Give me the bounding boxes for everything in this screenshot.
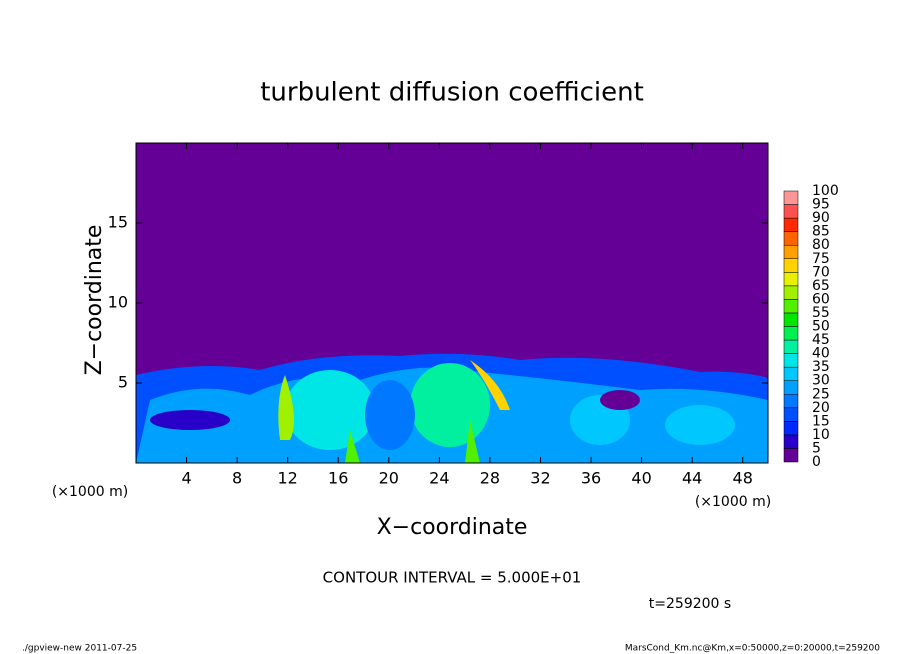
colorbar-label: 60 <box>812 291 830 307</box>
y-tick-label: 5 <box>118 373 128 392</box>
colorbar-label: 40 <box>812 346 830 362</box>
colorbar-label: 35 <box>812 359 830 375</box>
colorbar-label: 95 <box>812 197 830 213</box>
colorbar-band <box>783 448 799 463</box>
colorbar-label: 5 <box>812 440 821 456</box>
x-tick-label: 8 <box>232 469 242 488</box>
x-tick-label: 12 <box>278 469 298 488</box>
colorbar-band <box>783 285 799 300</box>
colorbar-band <box>783 312 799 327</box>
colorbar-label: 15 <box>812 413 830 429</box>
colorbar-band <box>783 339 799 354</box>
colorbar-label: 80 <box>812 237 830 253</box>
colorbar-band <box>783 299 799 314</box>
x-tick-label: 36 <box>581 469 601 488</box>
colorbar-band <box>783 394 799 409</box>
colorbar-label: 45 <box>812 332 830 348</box>
x-tick-label: 28 <box>480 469 500 488</box>
colorbar-label: 55 <box>812 305 830 321</box>
colorbar-band <box>783 380 799 395</box>
colorbar-label: 65 <box>812 278 830 294</box>
colorbar-band <box>783 326 799 341</box>
colorbar-label: 10 <box>812 427 830 443</box>
x-tick-label: 40 <box>631 469 651 488</box>
colorbar-band <box>783 258 799 273</box>
colorbar-label: 0 <box>812 454 821 470</box>
field <box>136 353 768 463</box>
colorbar-band <box>783 272 799 287</box>
colorbar-band <box>783 190 799 205</box>
x-tick-label: 4 <box>181 469 191 488</box>
colorbar-label: 30 <box>812 373 830 389</box>
x-tick-label: 32 <box>530 469 550 488</box>
y-axis-label: Z−coordinate <box>82 225 107 376</box>
x-tick-label: 24 <box>429 469 449 488</box>
colorbar-label: 20 <box>812 400 830 416</box>
colorbar-label: 25 <box>812 386 830 402</box>
colorbar-band <box>783 217 799 232</box>
x-tick-label: 44 <box>682 469 702 488</box>
colorbar-band <box>783 434 799 449</box>
colorbar-band <box>783 204 799 219</box>
colorbar-label: 100 <box>812 183 839 199</box>
time-label: t=259200 s <box>649 596 731 612</box>
colorbar-band <box>783 366 799 381</box>
colorbar-label: 90 <box>812 210 830 226</box>
colorbar-band <box>783 231 799 246</box>
footer-left: ./gpview-new 2011-07-25 <box>22 644 137 654</box>
x-tick-label: 16 <box>328 469 348 488</box>
colorbar-label: 70 <box>812 264 830 280</box>
x-unit-label: (×1000 m) <box>695 494 771 510</box>
y-unit-label: (×1000 m) <box>52 484 128 500</box>
colorbar-label: 75 <box>812 251 830 267</box>
colorbar-band <box>783 407 799 422</box>
y-tick-label: 15 <box>108 213 128 232</box>
colorbar-label: 85 <box>812 224 830 240</box>
x-axis-label: X−coordinate <box>377 515 528 540</box>
chart-title: turbulent diffusion coefficient <box>260 78 644 108</box>
x-tick-label: 48 <box>733 469 753 488</box>
colorbar-band <box>783 353 799 368</box>
contour-interval: CONTOUR INTERVAL = 5.000E+01 <box>323 569 582 587</box>
y-tick-label: 10 <box>108 293 128 312</box>
footer-right: MarsCond_Km.nc@Km,x=0:50000,z=0:20000,t=… <box>625 644 880 654</box>
colorbar-band <box>783 244 799 259</box>
colorbar-label: 50 <box>812 319 830 335</box>
x-tick-label: 20 <box>379 469 399 488</box>
colorbar-band <box>783 421 799 436</box>
